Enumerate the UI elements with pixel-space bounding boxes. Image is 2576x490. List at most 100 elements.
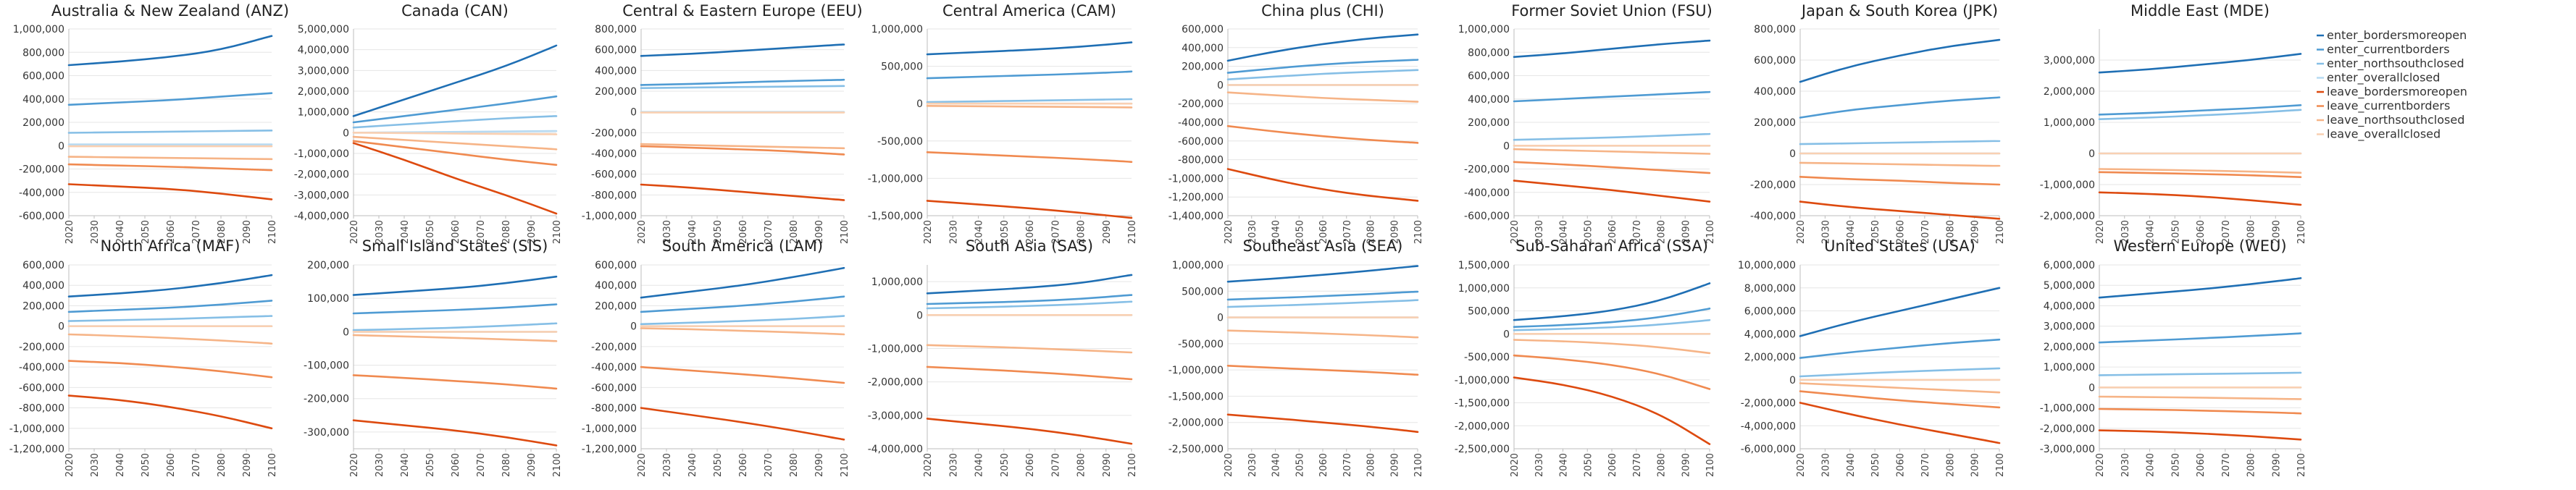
series-line-enter_currentborders	[1799, 96, 2001, 119]
x-tick-label: 2100	[552, 220, 563, 244]
legend-label: enter_currentborders	[2327, 43, 2450, 57]
subplot-title: South America (LAM)	[662, 237, 823, 255]
x-tick-label: 2080	[1076, 220, 1087, 244]
x-tick-label: 2080	[1657, 453, 1668, 477]
x-tick-label: 2040	[400, 453, 411, 477]
series-line-leave_northsouthclosed	[640, 143, 845, 150]
series-line-enter_currentborders	[1226, 59, 1419, 74]
x-tick-label: 2080	[501, 220, 512, 244]
y-tick-label: -500,000	[1178, 339, 1224, 350]
legend-label: enter_northsouthclosed	[2327, 56, 2464, 71]
y-tick-label: -400,000	[1178, 117, 1224, 129]
subplot-title: United States (USA)	[1824, 237, 1975, 255]
y-tick-label: -1,000,000	[2040, 403, 2095, 415]
y-tick-label: 4,000,000	[2044, 300, 2095, 312]
x-tick-label: 2050	[1870, 220, 1881, 244]
y-tick-label: 100,000	[307, 293, 349, 305]
y-tick-label: 500,000	[881, 62, 923, 73]
series-line-leave_currentborders	[67, 163, 273, 172]
x-tick-label: 2050	[1000, 220, 1011, 244]
series-line-enter_bordersmoreopen	[2098, 53, 2302, 74]
y-tick-label: 0	[1503, 140, 1510, 152]
y-tick-label: 4,000,000	[298, 45, 349, 56]
y-tick-label: 600,000	[1468, 71, 1510, 83]
x-tick-label: 2040	[974, 220, 985, 244]
series-line-enter_currentborders	[67, 300, 273, 313]
series-line-leave_currentborders	[1513, 354, 1711, 390]
x-tick-label: 2040	[1846, 453, 1857, 477]
series-line-leave_currentborders	[1513, 161, 1711, 174]
series-line-enter_currentborders	[1226, 290, 1419, 301]
series-line-enter_northsouthclosed	[1513, 132, 1711, 141]
y-tick-label: 400,000	[595, 65, 637, 77]
x-tick-label: 2040	[1271, 453, 1282, 477]
y-tick-label: -1,000,000	[1455, 375, 1510, 386]
x-tick-label: 2060	[1318, 453, 1329, 477]
series-line-enter_bordersmoreopen	[926, 274, 1133, 295]
series-line-leave_currentborders	[67, 360, 273, 379]
legend-label: enter_overallclosed	[2327, 71, 2440, 85]
y-tick-label: -3,000,000	[294, 190, 349, 201]
x-tick-label: 2030	[1247, 453, 1258, 477]
subplot-title: Western Europe (WEU)	[2113, 237, 2286, 255]
y-tick-label: 0	[1217, 313, 1224, 324]
subplot: South America (LAM) 600,000 400,000 200,000…	[582, 237, 850, 477]
subplot-title: Central America (CAM)	[942, 2, 1116, 20]
y-tick-label: -1,000,000	[868, 343, 923, 355]
x-tick-label: 2100	[840, 453, 850, 477]
y-tick-label: -1,000,000	[582, 211, 637, 222]
y-tick-label: -2,000,000	[2040, 423, 2095, 435]
y-tick-label: 400,000	[22, 94, 64, 106]
series-line-enter_bordersmoreopen	[1226, 33, 1419, 62]
y-tick-label: -200,000	[19, 164, 64, 176]
y-tick-label: -1,500,000	[868, 211, 923, 222]
x-tick-label: 2040	[687, 453, 698, 477]
y-tick-label: -2,000,000	[868, 377, 923, 389]
series-line-leave_overallclosed	[352, 132, 558, 135]
x-tick-label: 2050	[1295, 220, 1305, 244]
series-line-leave_currentborders	[2098, 407, 2302, 415]
y-tick-label: 1,000,000	[871, 24, 923, 35]
y-tick-label: 0	[630, 321, 637, 333]
y-tick-label: 4,000,000	[1744, 329, 1796, 340]
x-tick-label: 2020	[1224, 453, 1234, 477]
y-tick-label: 200,000	[1468, 117, 1510, 129]
y-tick-label: 200,000	[595, 300, 637, 312]
y-tick-label: -2,000,000	[1168, 418, 1224, 429]
y-tick-label: 800,000	[1754, 24, 1796, 35]
x-tick-label: 2050	[1295, 453, 1305, 477]
x-tick-label: 2030	[1247, 220, 1258, 244]
subplot: Middle East (MDE) 3,000,000 2,000,000 1,000…	[2040, 2, 2307, 244]
y-tick-label: -2,000,000	[1455, 421, 1510, 432]
subplot: Japan & South Korea (JPK) 800,000 600,000 4…	[1750, 2, 2006, 244]
y-tick-label: -600,000	[1464, 211, 1510, 222]
x-tick-label: 2030	[948, 453, 959, 477]
x-tick-label: 2100	[552, 453, 563, 477]
x-tick-label: 2040	[687, 220, 698, 244]
y-tick-label: 0	[1789, 148, 1796, 160]
x-tick-label: 2080	[2246, 220, 2257, 244]
subplot-title: Former Soviet Union (FSU)	[1511, 2, 1713, 20]
x-tick-label: 2090	[527, 220, 538, 244]
subplot-title: Japan & South Korea (JPK)	[1800, 2, 1998, 20]
x-tick-label: 2020	[64, 220, 75, 244]
subplot: Australia & New Zealand (ANZ) 1,000,000 80…	[13, 2, 289, 244]
subplot: Canada (CAN) 5,000,000 4,000,000 3,000,000 2…	[294, 2, 563, 244]
y-tick-label: 600,000	[1754, 55, 1796, 67]
x-tick-label: 2040	[2146, 220, 2157, 244]
series-line-enter_northsouthclosed	[67, 315, 273, 322]
series-line-leave_northsouthclosed	[1799, 382, 2001, 394]
x-tick-label: 2070	[2221, 453, 2232, 477]
series-line-leave_bordersmoreopen	[2098, 191, 2302, 206]
series-line-enter_currentborders	[67, 92, 273, 106]
y-tick-label: 600,000	[22, 71, 64, 83]
x-tick-label: 2100	[1413, 220, 1424, 244]
series-line-enter_currentborders	[2098, 332, 2302, 344]
x-tick-label: 2050	[2170, 453, 2181, 477]
x-tick-label: 2050	[713, 453, 724, 477]
x-tick-label: 2070	[191, 220, 202, 244]
series-line-leave_currentborders	[1226, 124, 1419, 144]
y-tick-label: 0	[58, 321, 64, 333]
series-line-enter_currentborders	[1513, 90, 1711, 103]
y-tick-label: 0	[2088, 148, 2095, 160]
